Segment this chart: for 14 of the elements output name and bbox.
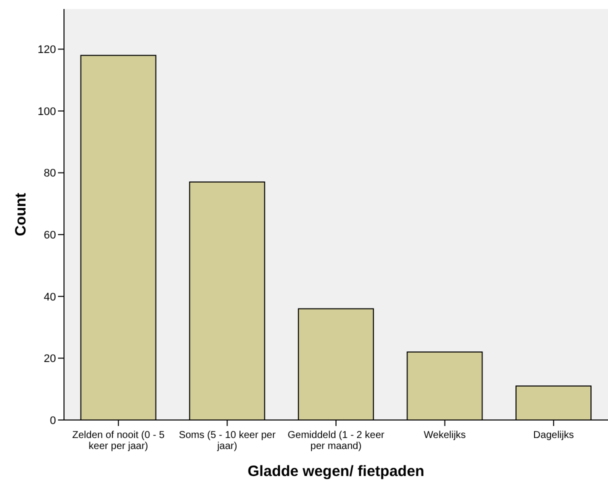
x-tick-label: Dagelijks <box>533 430 574 441</box>
y-tick-label: 0 <box>50 414 56 427</box>
x-axis-title: Gladde wegen/ fietpaden <box>248 463 424 480</box>
x-tick-label: Soms (5 - 10 keer per jaar) <box>178 430 276 452</box>
y-tick-label: 100 <box>38 106 56 118</box>
y-tick-label: 60 <box>44 229 56 242</box>
y-tick-label: 20 <box>44 353 56 366</box>
x-tick-label: Zelden of nooit (0 - 5 keer per jaar) <box>72 430 165 452</box>
x-tick-label: Gemiddeld (1 - 2 keer per maand) <box>288 430 386 452</box>
y-axis-title: Count <box>12 192 30 236</box>
y-tick-label: 80 <box>44 168 56 180</box>
y-tick-label: 120 <box>38 44 56 56</box>
x-tick-label: Wekelijks <box>424 430 466 441</box>
y-tick-label: 40 <box>44 291 56 304</box>
